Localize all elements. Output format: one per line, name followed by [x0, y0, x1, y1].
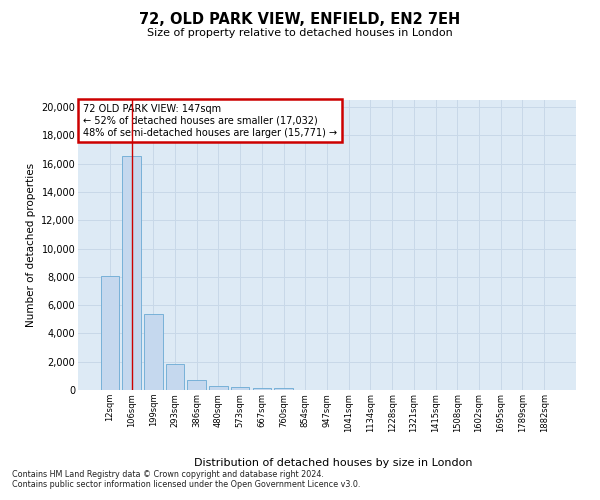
- Y-axis label: Number of detached properties: Number of detached properties: [26, 163, 36, 327]
- Bar: [101, 276, 119, 390]
- Bar: [253, 388, 271, 390]
- Text: Contains public sector information licensed under the Open Government Licence v3: Contains public sector information licen…: [12, 480, 361, 489]
- Bar: [274, 388, 293, 390]
- Text: 72, OLD PARK VIEW, ENFIELD, EN2 7EH: 72, OLD PARK VIEW, ENFIELD, EN2 7EH: [139, 12, 461, 28]
- Bar: [122, 156, 141, 390]
- Bar: [166, 364, 184, 390]
- Text: Size of property relative to detached houses in London: Size of property relative to detached ho…: [147, 28, 453, 38]
- Text: 72 OLD PARK VIEW: 147sqm
← 52% of detached houses are smaller (17,032)
48% of se: 72 OLD PARK VIEW: 147sqm ← 52% of detach…: [83, 104, 337, 138]
- Text: Contains HM Land Registry data © Crown copyright and database right 2024.: Contains HM Land Registry data © Crown c…: [12, 470, 324, 479]
- Bar: [144, 314, 163, 390]
- Text: Distribution of detached houses by size in London: Distribution of detached houses by size …: [194, 458, 472, 468]
- Bar: [187, 380, 206, 390]
- Bar: [209, 386, 227, 390]
- Bar: [231, 387, 250, 390]
